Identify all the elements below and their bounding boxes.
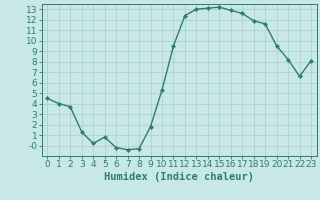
X-axis label: Humidex (Indice chaleur): Humidex (Indice chaleur) — [104, 172, 254, 182]
